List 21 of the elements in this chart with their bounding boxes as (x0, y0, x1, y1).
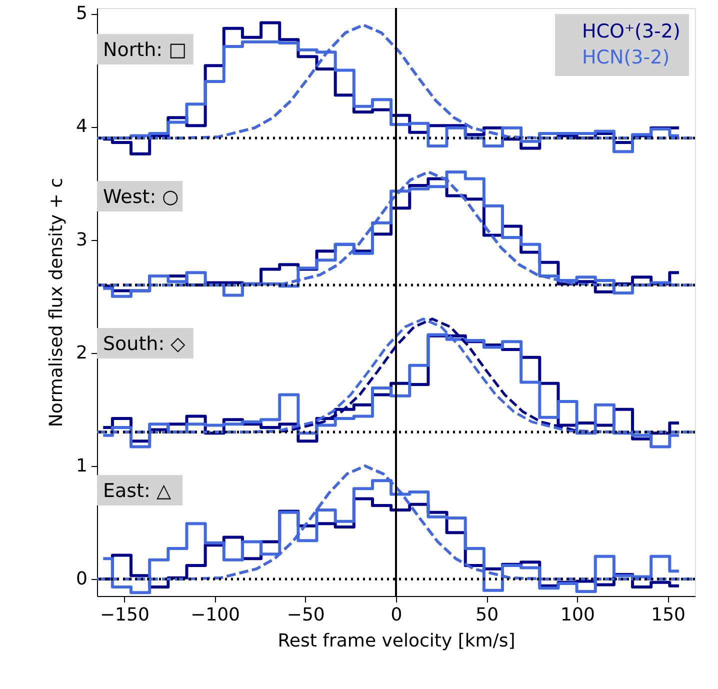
x-tick-label: 0 (390, 604, 402, 626)
annotation: West: ○ (103, 186, 179, 208)
y-tick-label: 1 (76, 455, 88, 476)
annotation: East: △ (103, 480, 172, 502)
y-tick-label: 2 (76, 342, 88, 364)
x-tick-label: −50 (286, 604, 325, 626)
x-tick-label: 100 (560, 604, 595, 626)
x-axis-title: Rest frame velocity [km/s] (278, 630, 516, 652)
y-tick-label: 3 (76, 229, 88, 250)
x-tick-label: −100 (190, 604, 240, 626)
x-tick-label: 50 (476, 604, 499, 626)
x-tick-label: −150 (100, 604, 150, 626)
y-axis-title: Normalised flux density + c (46, 178, 68, 428)
y-tick-label: 4 (76, 116, 88, 138)
y-tick-label: 0 (76, 568, 88, 590)
annotation: North: □ (103, 39, 187, 62)
x-tick-label: 150 (651, 604, 686, 626)
text: HCN(3-2) (582, 46, 670, 68)
y-tick-label: 5 (76, 3, 88, 24)
annotation: South: ◇ (103, 333, 186, 356)
text: HCO⁺(3-2) (582, 20, 680, 42)
